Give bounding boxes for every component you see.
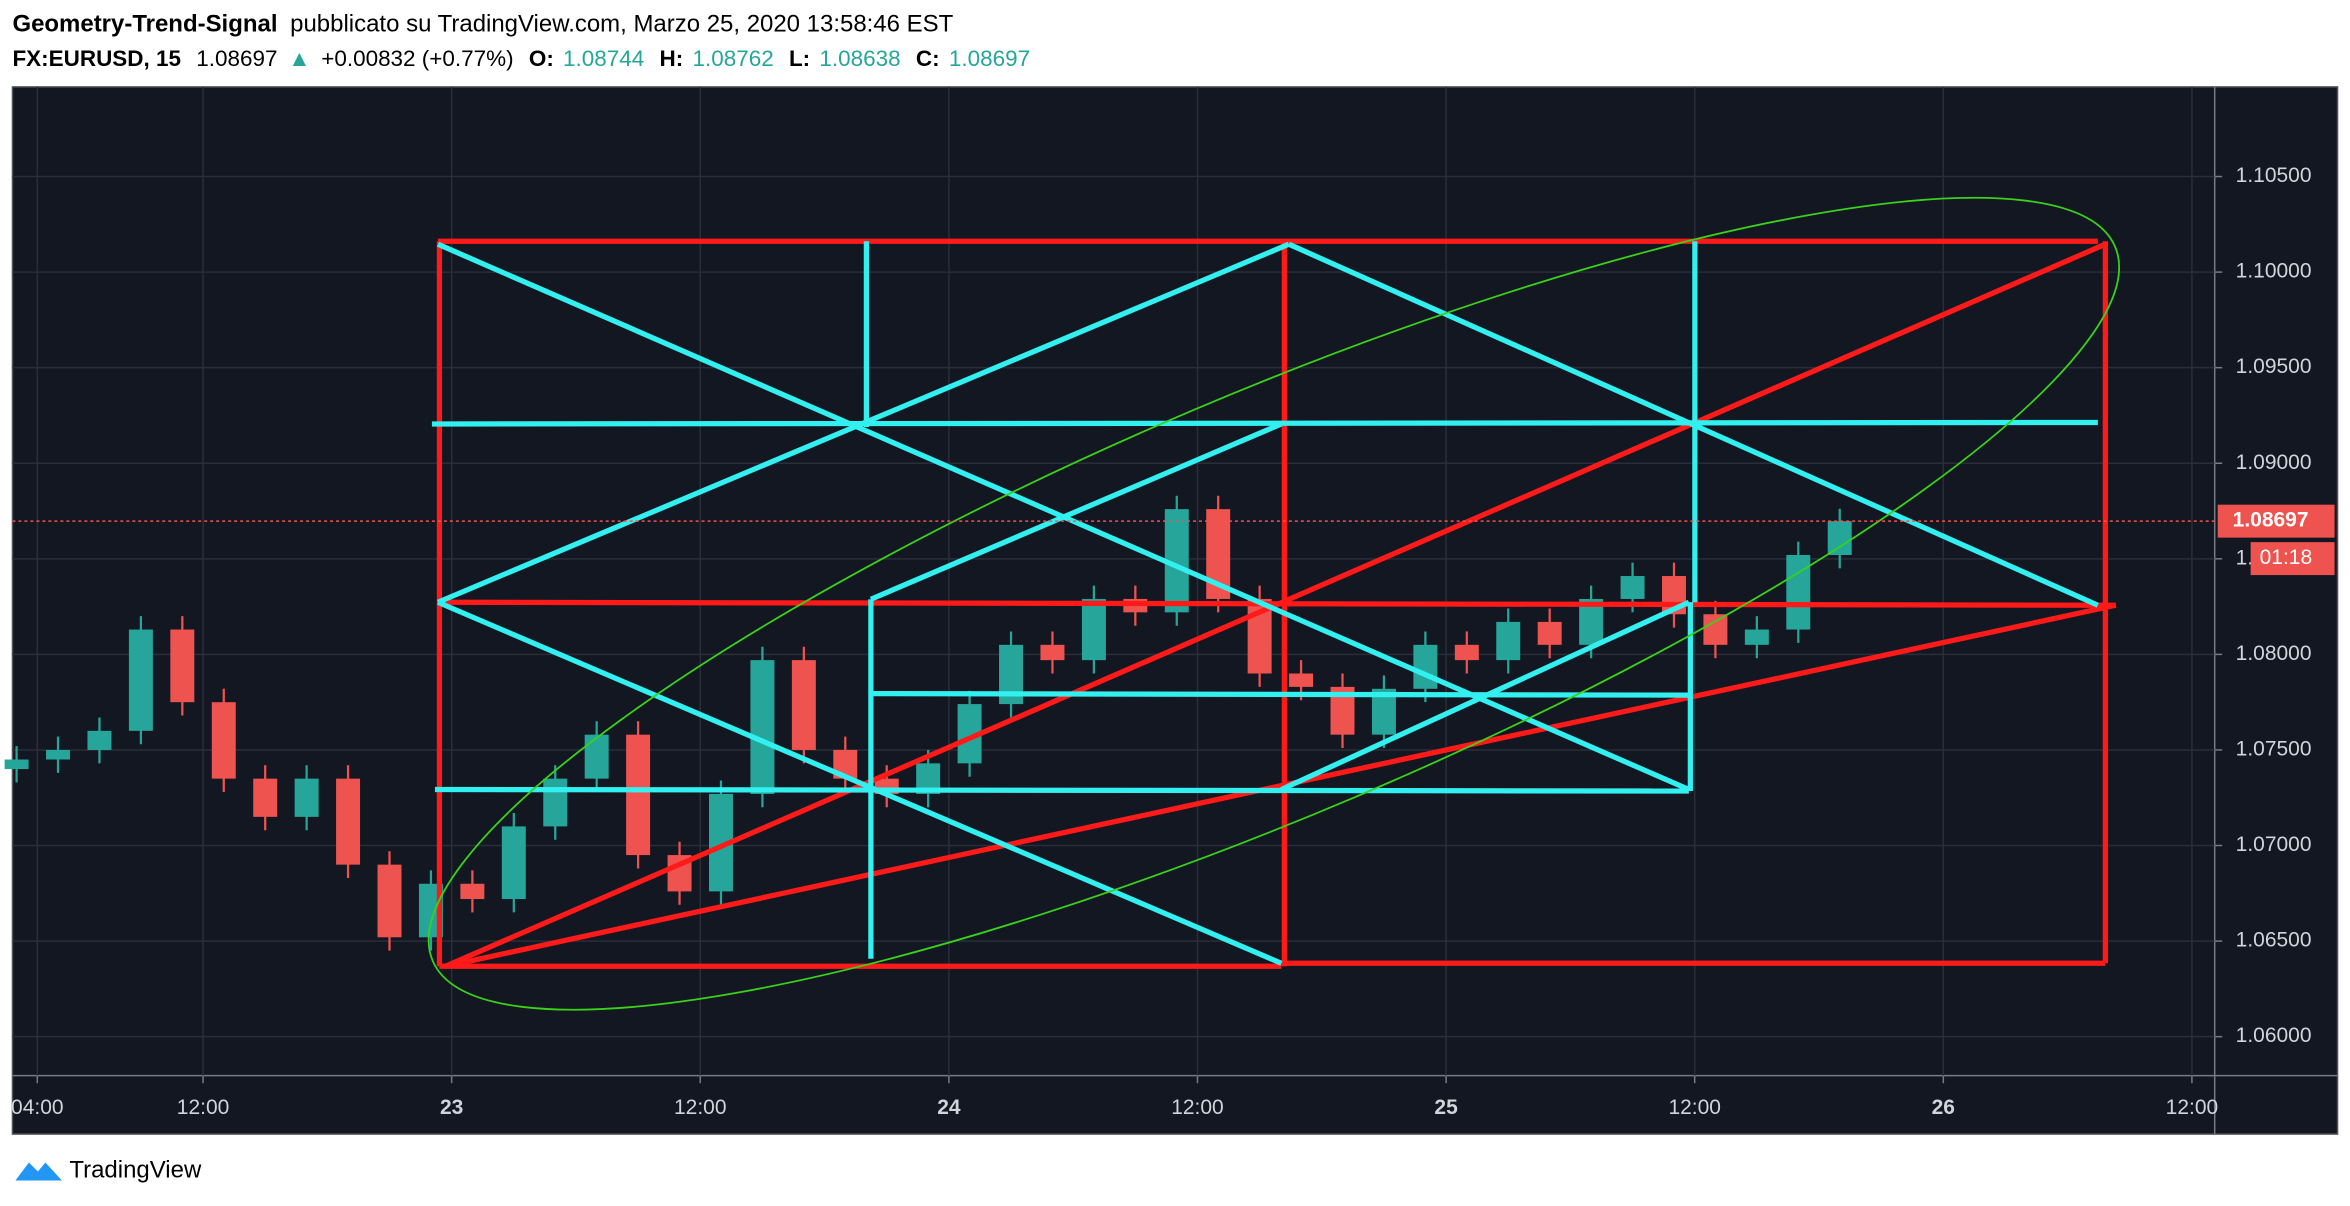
cyan-line [431,419,2098,427]
candle-body [543,778,568,827]
close-value: 1.08697 [949,46,1030,71]
candle-body [1247,598,1272,674]
candle-body [1454,644,1479,661]
header-line-2: FX:EURUSD, 15 1.08697 ▲ +0.00832 (+0.77%… [12,46,1030,71]
candle-body [1289,673,1314,687]
candle-body [750,660,775,794]
candle-body [1703,614,1728,645]
cyan-line [436,241,1290,605]
high-value: 1.08762 [693,46,774,71]
last-price-box [2217,504,2335,538]
open-value: 1.08744 [563,46,644,71]
y-tick-label: 1.10000 [2236,260,2312,283]
cyan-line [434,786,1689,794]
change: +0.00832 (+0.77%) [321,46,513,71]
x-tick-label: 04:00 [11,1096,63,1119]
candle-body [1620,576,1645,599]
candle-body [1537,621,1562,645]
countdown: 01:18 [2260,546,2312,569]
cyan-line [436,599,1283,966]
cyan-line [1287,241,2099,608]
candle-body [791,660,816,750]
candles [4,495,1852,951]
candle-body [1827,521,1852,555]
candle-body [626,734,651,856]
y-tick-label: 1.07500 [2236,738,2312,761]
y-tick-label: 1.08000 [2236,642,2312,665]
candle-body [377,864,402,938]
candle-body [87,730,112,750]
footer: TradingView [15,1157,202,1184]
x-tick-label: 12:00 [1668,1096,1720,1119]
y-tick-label: 1.10500 [2236,164,2312,187]
cyan-line [1280,599,1690,792]
candle-body [916,763,941,794]
candle-body [1330,686,1355,735]
last-price-label: 1.08697 [2233,509,2309,532]
candle-body [46,749,71,760]
brand: TradingView [69,1157,202,1184]
candle-body [501,826,526,900]
x-tick-label: 24 [937,1096,961,1119]
close-label: C: [916,46,940,71]
x-tick-label: 23 [440,1096,463,1119]
symbol: FX:EURUSD, 15 [12,46,181,71]
candle-body [211,702,236,779]
candle-body [584,734,609,779]
cyan-drawing [431,241,2099,966]
y-tick-label: 1.09000 [2236,451,2312,474]
y-tick-label: 1.06000 [2236,1024,2312,1047]
header-line-1: Geometry-Trend-Signal pubblicato su Trad… [12,10,953,37]
candle-body [1413,644,1438,689]
author: Geometry-Trend-Signal [12,10,277,37]
red-drawing [436,238,2117,969]
x-tick-label: 12:00 [2166,1096,2218,1119]
x-tick-label: 12:00 [674,1096,726,1119]
cyan-line [870,691,1691,698]
x-tick-label: 12:00 [177,1096,229,1119]
y-tick-label: 1.06500 [2236,929,2312,952]
y-tick-label: 1.07000 [2236,833,2312,856]
published: pubblicato su TradingView.com, Marzo 25,… [290,10,953,37]
candle-body [4,759,29,770]
arrow: ▲ [288,46,310,71]
x-tick-label: 25 [1434,1096,1458,1119]
candle-body [1371,688,1396,735]
candle-body [1496,621,1521,661]
x-tick-label: 26 [1932,1096,1955,1119]
open-label: O: [529,46,554,71]
high-label: H: [660,46,684,71]
candle-body [1744,629,1769,645]
candle-body [1164,509,1189,613]
low-label: L: [789,46,810,71]
candle-body [1579,598,1604,645]
candle-body [253,778,278,817]
countdown-box [2250,542,2335,576]
drawings [427,196,2120,1011]
low-value: 1.08638 [819,46,900,71]
candle-body [957,704,982,764]
tradingview-logo [15,1162,62,1181]
x-tick-label: 12:00 [1171,1096,1223,1119]
candle-body [128,629,153,731]
candle-body [460,883,485,900]
candle-body [1786,554,1811,630]
candle-body [294,778,319,817]
candle-body [1081,598,1106,661]
candle-body [1206,509,1231,599]
green-ellipse [427,196,2120,1011]
y-tick-label: 1.09500 [2236,355,2312,378]
candle-body [170,629,195,703]
red-line [444,241,2107,969]
candle-body [999,644,1024,705]
cyan-line [869,421,1283,602]
candle-body [336,778,361,865]
candle-body [1040,644,1065,661]
candle-body [708,793,733,892]
red-line [444,602,2117,969]
overlay: 1.08697 01:18 [12,504,2335,576]
price: 1.08697 [196,46,277,71]
